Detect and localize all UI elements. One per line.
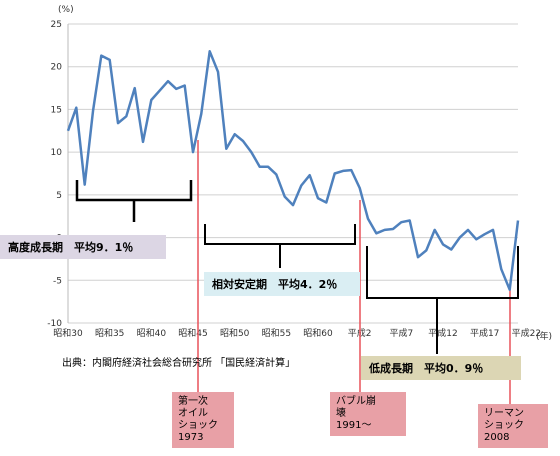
x-tick-label: 昭和55 <box>262 328 291 339</box>
y-tick-label: 10 <box>51 148 63 158</box>
y-tick-label: 25 <box>51 20 62 30</box>
y-tick-label: -10 <box>47 319 62 329</box>
lehman-shock-label: リーマン ショック 2008 <box>478 404 548 448</box>
low-growth-bracket <box>366 246 519 354</box>
y-axis-ticks: 2520151050-5-10 <box>47 20 62 329</box>
x-tick-label: 平成12 <box>428 327 457 339</box>
series-line <box>66 50 520 291</box>
x-tick-label: 昭和50 <box>220 328 250 339</box>
x-tick-label: 昭和60 <box>303 328 333 339</box>
high-growth-bracket <box>75 180 193 222</box>
stable-growth-bracket <box>204 224 356 268</box>
x-tick-label: 昭和35 <box>95 328 124 339</box>
y-tick-label: 15 <box>51 105 62 115</box>
oil-shock-label: 第一次 オイル ショック 1973 <box>172 392 234 448</box>
y-tick-label: 5 <box>56 191 62 201</box>
bubble-collapse-label: バブル崩壊 1991～ <box>330 392 406 436</box>
y-tick-label: -5 <box>53 276 62 286</box>
low-growth-label: 低成長期 平均0．9％ <box>361 356 521 380</box>
y-tick-label: 20 <box>51 63 63 73</box>
x-unit-label: (年) <box>536 330 552 342</box>
x-tick-label: 平成17 <box>470 327 499 339</box>
stable-growth-label: 相対安定期 平均4．2％ <box>204 272 360 296</box>
x-axis-ticks: 昭和30昭和35昭和40昭和45昭和50昭和55昭和60平成2平成7平成12平成… <box>53 327 541 339</box>
y-unit-label: (%) <box>58 5 74 15</box>
x-tick-label: 平成7 <box>389 327 413 339</box>
source-note: 出典：内閣府経済社会総合研究所 「国民経済計算」 <box>62 358 296 369</box>
x-tick-label: 昭和30 <box>53 328 83 339</box>
x-tick-label: 昭和40 <box>137 328 167 339</box>
x-tick-label: 昭和45 <box>178 328 207 339</box>
high-growth-label: 高度成長期 平均9．1％ <box>0 235 166 259</box>
x-tick-label: 平成22 <box>512 327 541 339</box>
